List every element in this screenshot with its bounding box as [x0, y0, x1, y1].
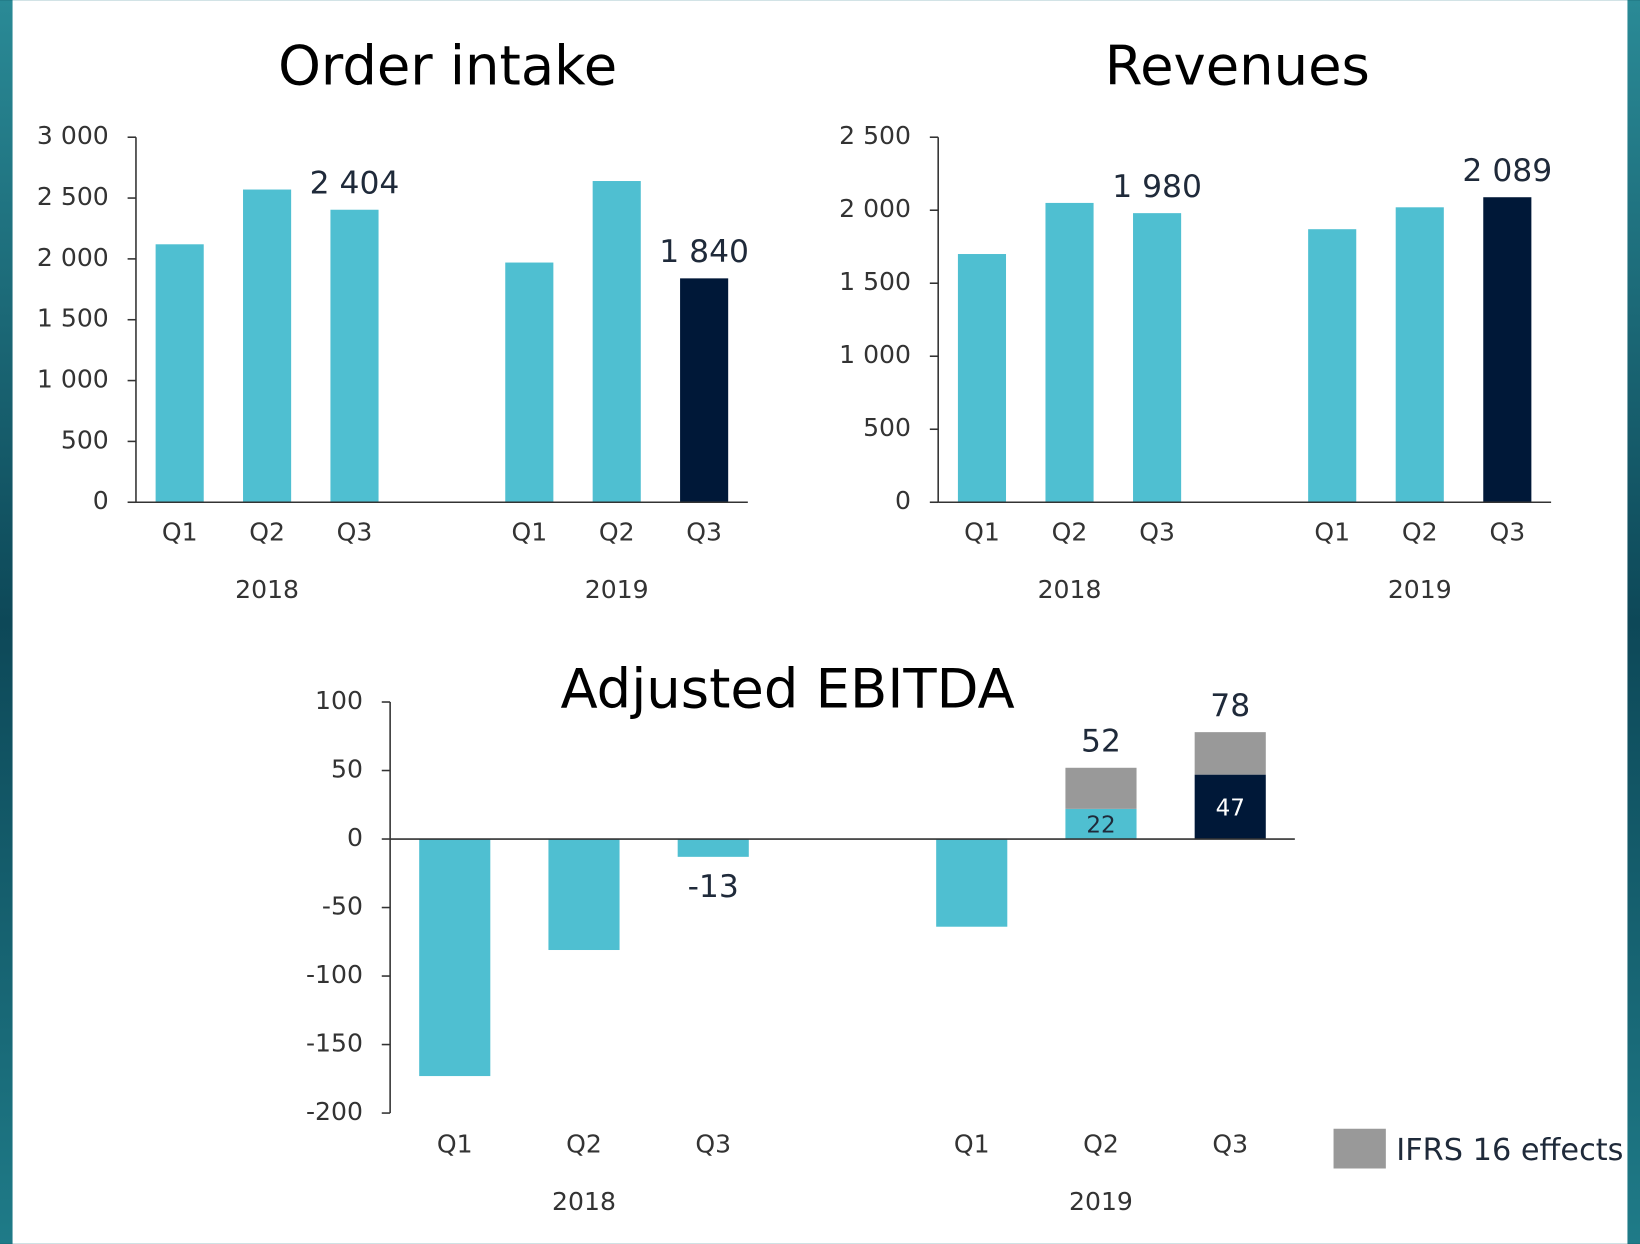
x-tick-label: Q2 [1083, 1129, 1119, 1158]
group-label: 2018 [1038, 575, 1102, 604]
total-label: 78 [1210, 688, 1250, 724]
y-tick-label: 50 [331, 755, 363, 784]
x-tick-label: Q3 [1139, 518, 1175, 547]
bar [958, 254, 1006, 502]
y-tick-label: 1 000 [839, 340, 911, 369]
data-label: 47 [1216, 795, 1245, 821]
page: Order intake05001 0001 5002 0002 5003 00… [0, 0, 1640, 1244]
group-label: 2019 [585, 575, 649, 604]
y-tick-label: -100 [306, 960, 363, 989]
bar-segment [419, 839, 490, 1076]
group-label: 2019 [1388, 575, 1452, 604]
bar [593, 181, 641, 502]
x-tick-label: Q3 [337, 518, 373, 547]
x-tick-label: Q2 [249, 518, 285, 547]
bar [1308, 229, 1356, 502]
y-tick-label: 1 500 [839, 267, 911, 296]
x-tick-label: Q3 [686, 518, 722, 547]
y-tick-label: 0 [895, 486, 911, 515]
bar-segment [548, 839, 619, 950]
x-tick-label: Q3 [1212, 1129, 1248, 1158]
y-tick-label: 2 000 [839, 194, 911, 223]
x-tick-label: Q3 [1489, 518, 1525, 547]
y-tick-label: -200 [306, 1097, 363, 1126]
x-tick-label: Q1 [964, 518, 1000, 547]
x-tick-label: Q1 [162, 518, 198, 547]
y-tick-label: 100 [315, 686, 363, 715]
dashboard: Order intake05001 0001 5002 0002 5003 00… [0, 0, 1640, 1244]
bar [680, 278, 728, 502]
data-label: -13 [688, 869, 739, 905]
x-tick-label: Q1 [1314, 518, 1350, 547]
y-tick-label: 1 000 [37, 365, 109, 394]
panel [13, 0, 1628, 1244]
x-tick-label: Q2 [599, 518, 635, 547]
bar-segment [936, 839, 1007, 927]
data-label: 2 404 [310, 166, 400, 202]
x-tick-label: Q1 [511, 518, 547, 547]
data-label: 1 980 [1112, 169, 1202, 205]
bar [156, 244, 204, 502]
x-tick-label: Q2 [1402, 518, 1438, 547]
x-tick-label: Q2 [1052, 518, 1088, 547]
bar-segment [678, 839, 749, 857]
bar-segment [1065, 768, 1136, 809]
chart-title: Adjusted EBITDA [560, 658, 1014, 721]
data-label: 2 089 [1462, 153, 1552, 189]
x-tick-label: Q2 [566, 1129, 602, 1158]
bar [1133, 213, 1181, 502]
y-tick-label: 2 000 [37, 243, 109, 272]
y-tick-label: -150 [306, 1029, 363, 1058]
bar [1396, 207, 1444, 502]
x-tick-label: Q1 [437, 1129, 473, 1158]
chart-title: Order intake [278, 34, 617, 97]
y-tick-label: 0 [347, 823, 363, 852]
y-tick-label: 2 500 [839, 121, 911, 150]
group-label: 2018 [235, 575, 299, 604]
y-tick-label: 2 500 [37, 182, 109, 211]
data-label: 1 840 [659, 234, 749, 270]
bar [243, 190, 291, 503]
bar [1483, 197, 1531, 502]
x-tick-label: Q3 [695, 1129, 731, 1158]
data-label: 22 [1086, 813, 1115, 839]
y-tick-label: 500 [61, 425, 109, 454]
y-tick-label: 0 [93, 486, 109, 515]
y-tick-label: 500 [863, 413, 911, 442]
total-label: 52 [1081, 724, 1121, 760]
legend-swatch [1334, 1129, 1386, 1169]
bar [330, 210, 378, 503]
group-label: 2019 [1069, 1187, 1133, 1216]
group-label: 2018 [552, 1187, 616, 1216]
legend-label: IFRS 16 effects [1396, 1133, 1623, 1168]
y-tick-label: 3 000 [37, 121, 109, 150]
y-tick-label: -50 [322, 892, 363, 921]
chart-title: Revenues [1105, 34, 1370, 97]
bar-segment [1195, 732, 1266, 774]
y-tick-label: 1 500 [37, 304, 109, 333]
bar [1045, 203, 1093, 502]
x-tick-label: Q1 [954, 1129, 990, 1158]
bar [505, 263, 553, 503]
